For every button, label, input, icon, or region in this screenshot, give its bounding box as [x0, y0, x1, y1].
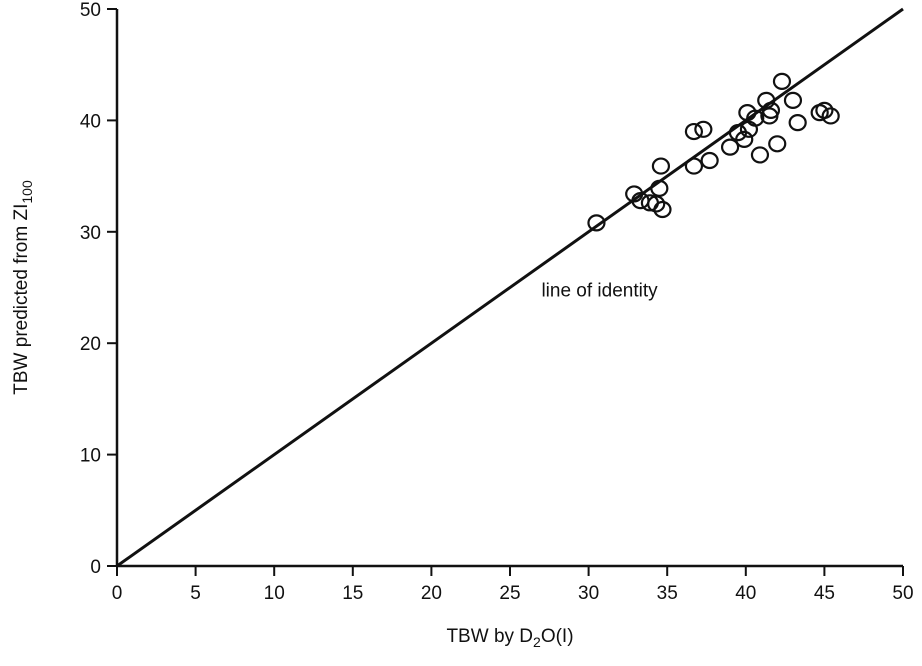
- x-tick-label: 10: [264, 583, 285, 604]
- y-tick-label: 20: [80, 334, 101, 355]
- data-point: [761, 101, 781, 119]
- data-point: [587, 214, 606, 232]
- data-point: [783, 91, 803, 109]
- data-point: [653, 200, 672, 219]
- identity-line: [116, 7, 904, 568]
- x-axis-title-rest: O(I): [541, 626, 574, 647]
- x-tick-label: 30: [578, 583, 599, 604]
- data-point: [735, 130, 754, 148]
- y-tick-label: 0: [90, 557, 101, 578]
- data-point: [700, 151, 719, 170]
- data-points: [587, 72, 840, 232]
- data-point: [750, 146, 770, 164]
- data-point: [746, 109, 765, 127]
- data-point: [788, 114, 807, 132]
- x-tick-label: 50: [892, 583, 913, 604]
- x-axis-title-main: TBW by D: [446, 626, 533, 647]
- y-tick-label: 30: [80, 223, 101, 244]
- y-axis-title-main: TBW predicted from ZI: [11, 204, 32, 395]
- x-tick-label: 5: [190, 583, 201, 604]
- y-ticks: 0 10 20 30 40 50: [80, 0, 117, 578]
- x-axis-title-subscript: 2: [533, 634, 541, 650]
- x-axis-title: TBW by D2O(I): [446, 626, 573, 650]
- data-point: [720, 138, 740, 156]
- y-axis-title-subscript: 100: [19, 180, 35, 204]
- x-ticks: 0 5 10 15 20 25 30 35 40 45 50: [112, 566, 914, 604]
- data-point: [694, 120, 713, 138]
- data-point: [821, 107, 840, 125]
- x-tick-label: 45: [814, 583, 835, 604]
- x-tick-label: 15: [342, 583, 363, 604]
- x-tick-label: 40: [735, 583, 756, 604]
- identity-line-label: line of identity: [541, 281, 658, 302]
- data-point: [772, 72, 792, 91]
- x-tick-label: 0: [112, 583, 123, 604]
- data-point: [650, 179, 669, 197]
- y-axis-title: TBW predicted from ZI100: [11, 180, 35, 395]
- data-point: [684, 122, 704, 141]
- data-point: [768, 135, 787, 153]
- y-tick-label: 50: [80, 0, 101, 21]
- y-tick-label: 10: [80, 446, 101, 467]
- x-tick-label: 35: [657, 583, 678, 604]
- x-tick-label: 20: [421, 583, 442, 604]
- y-tick-label: 40: [80, 111, 101, 132]
- data-point: [815, 101, 834, 119]
- x-tick-label: 25: [499, 583, 520, 604]
- data-point: [684, 157, 704, 175]
- data-point: [651, 157, 671, 175]
